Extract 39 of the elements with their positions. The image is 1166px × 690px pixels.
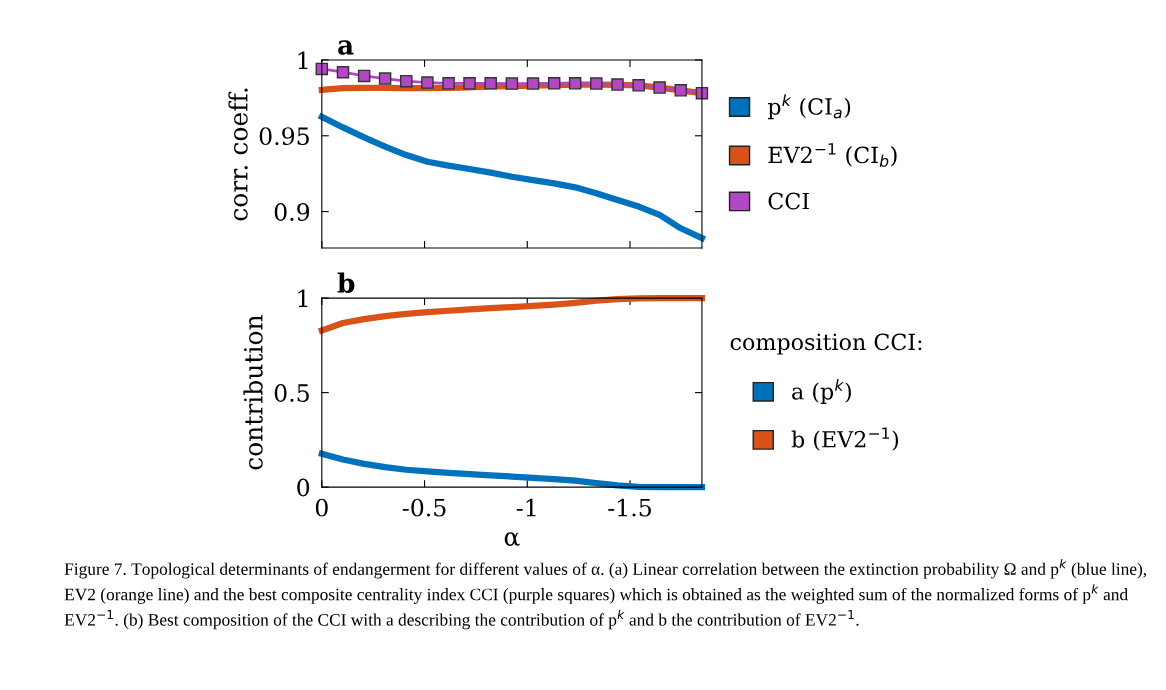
y-axis-title: corr. coeff. <box>228 88 248 221</box>
point <box>653 81 666 94</box>
point <box>526 77 540 90</box>
point <box>568 77 582 90</box>
point <box>590 77 603 90</box>
point <box>442 77 455 90</box>
point <box>463 77 476 90</box>
point <box>674 84 688 97</box>
point <box>632 79 645 92</box>
point <box>547 77 561 90</box>
point <box>505 77 519 90</box>
legend-label: b (EV2$^{−1}$) <box>791 427 899 451</box>
y-tick-label: 0 <box>297 478 310 497</box>
x-tick-label: 0 <box>315 498 328 517</box>
y-tick-label: 0.5 <box>274 384 309 402</box>
y-tick-label: 0.95 <box>259 127 309 146</box>
y-tick-label: 0.9 <box>274 203 310 221</box>
legend-label: EV2$^{−1}$ (CI$_{b}$) <box>768 143 897 167</box>
chart-title: a <box>338 40 354 55</box>
point <box>421 76 434 89</box>
point <box>378 72 392 85</box>
x-tick-label: -0.5 <box>402 498 446 517</box>
y-axis-title: contribution <box>243 315 263 470</box>
legend-label: p$^{k}$ (CI$_{a}$) <box>767 94 851 120</box>
point <box>484 77 497 90</box>
point <box>400 74 413 88</box>
text: Figure 7. Topological determinants of endangerment for different values of α. (a) Linear correlation between the extinction probability Ω and p$^{k}$ (blue line), EV2 (orange line) and the best composite centrality index CCI (purple squares) which is obtained as the weighted sum of the normalized forms of p$^{k}$ and EV2$^{−1}$. (b) Best composition of the CCI with a describing the contribution of p$^{k}$ and b the contribution of EV2$^{−1}$. <box>64 558 1147 630</box>
y-tick-label: 1 <box>298 289 308 308</box>
legend-label: a (p$^{k}$) <box>792 379 851 404</box>
point <box>357 69 371 83</box>
x-tick-label: -1.5 <box>608 498 651 517</box>
x-axis-title: α <box>504 532 520 546</box>
y-tick-label: 1 <box>298 51 308 69</box>
point <box>611 78 624 91</box>
legend-label: CCI <box>768 192 809 210</box>
x-tick-label: -1 <box>516 498 536 517</box>
legend-title: composition CCI: <box>730 333 922 355</box>
point <box>336 65 350 79</box>
chart-title: b <box>337 272 355 293</box>
